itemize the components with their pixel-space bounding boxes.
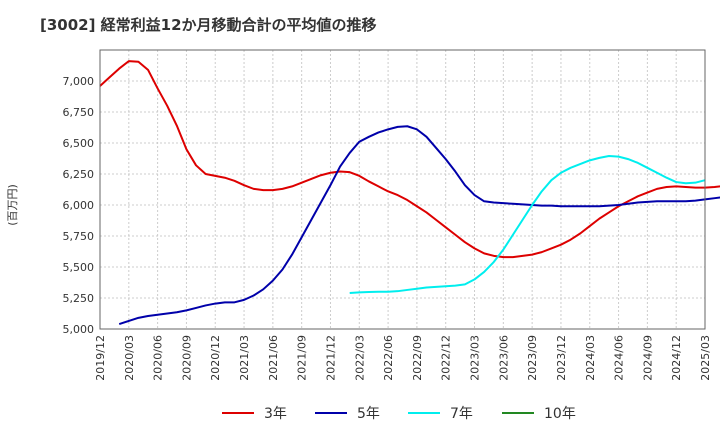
y-tick-label: 7,000 (63, 75, 95, 88)
legend-label: 10年 (544, 406, 576, 422)
y-ticks: 5,000 5,250 5,500 5,750 6,000 6,250 6,500 6,750… (63, 75, 95, 336)
x-tick-label: 2025/03 (699, 335, 712, 381)
x-tick-label: 2022/09 (411, 335, 424, 381)
x-tick-label: 2020/03 (123, 335, 136, 381)
x-tick-label: 2024/03 (584, 335, 597, 381)
x-tick-label: 2022/12 (440, 335, 453, 381)
legend-label: 3年 (264, 406, 287, 422)
x-tick-label: 2023/12 (555, 335, 568, 381)
y-tick-label: 6,000 (63, 199, 95, 212)
x-tick-label: 2024/06 (613, 335, 626, 381)
x-tick-label: 2021/03 (238, 335, 251, 381)
legend-label: 5年 (357, 406, 380, 422)
x-tick-label: 2024/12 (670, 335, 683, 381)
y-tick-label: 5,500 (63, 261, 95, 274)
legend: 3年 5年 7年 10年 (222, 406, 576, 422)
y-tick-label: 6,750 (63, 106, 95, 119)
x-tick-label: 2020/12 (209, 335, 222, 381)
x-tick-label: 2021/12 (324, 335, 337, 381)
x-tick-label: 2022/06 (382, 335, 395, 381)
x-tick-label: 2023/03 (469, 335, 482, 381)
x-tick-label: 2021/06 (267, 335, 280, 381)
series-line-7年 (349, 155, 706, 295)
x-tick-label: 2023/06 (497, 335, 510, 381)
y-tick-label: 5,750 (63, 230, 95, 243)
y-tick-label: 6,250 (63, 168, 95, 181)
plot-area (99, 49, 706, 330)
x-tick-label: 2021/09 (296, 335, 309, 381)
x-tick-label: 2022/03 (353, 335, 366, 381)
series (99, 60, 720, 325)
x-tick-label: 2020/09 (180, 335, 193, 381)
grid (99, 50, 706, 330)
x-tick-label: 2024/09 (641, 335, 654, 381)
x-tick-label: 2019/12 (94, 335, 107, 381)
x-tick-label: 2023/09 (526, 335, 539, 381)
x-ticks: 2019/12 2020/03 2020/06 2020/09 2020/12 2021/… (94, 335, 712, 381)
x-tick-label: 2020/06 (152, 335, 165, 381)
legend-label: 7年 (450, 406, 473, 422)
y-tick-label: 5,000 (63, 323, 95, 336)
y-axis-label: (百万円) (6, 184, 19, 226)
y-tick-label: 5,250 (63, 292, 95, 305)
chart-title: [3002] 経常利益12か月移動合計の平均値の推移 (40, 16, 377, 34)
series-line-5年 (118, 125, 720, 325)
y-tick-label: 6,500 (63, 137, 95, 150)
